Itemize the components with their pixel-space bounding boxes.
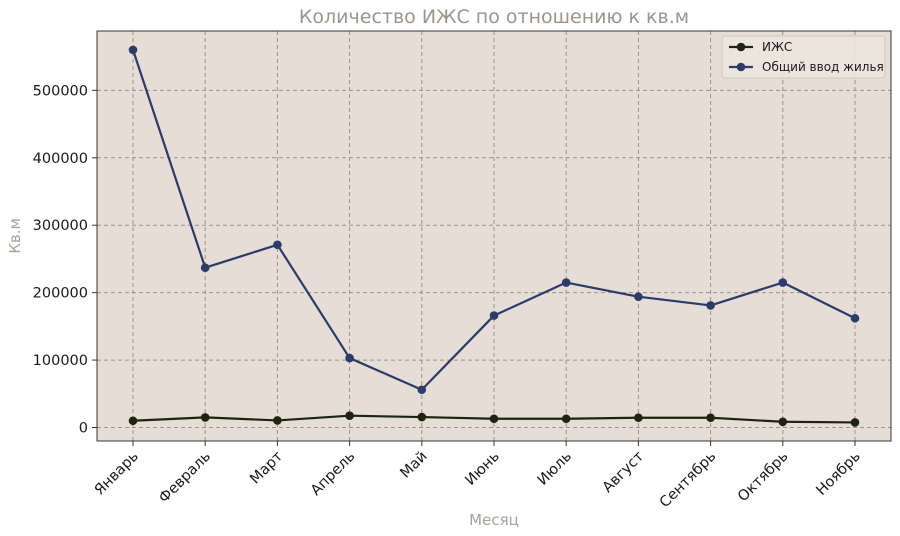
x-tick-label: Ноябрь xyxy=(813,449,863,499)
legend-label: Общий ввод жилья xyxy=(762,60,884,74)
data-point xyxy=(561,278,571,287)
data-point xyxy=(634,292,643,301)
data-point xyxy=(200,263,210,272)
y-tick-label: 500000 xyxy=(33,83,88,99)
y-tick-label: 100000 xyxy=(33,353,88,369)
chart-title: Количество ИЖС по отношению к кв.м xyxy=(299,6,689,28)
x-tick-label: Июль xyxy=(535,449,575,489)
x-tick-label: Июнь xyxy=(462,449,502,489)
y-tick-label: 300000 xyxy=(33,218,88,234)
data-point xyxy=(778,417,788,427)
x-tick-label: Апрель xyxy=(308,449,358,499)
data-point xyxy=(850,418,860,427)
legend-label: ИЖС xyxy=(762,40,792,54)
data-point xyxy=(128,416,138,426)
y-tick-label: 400000 xyxy=(33,151,88,167)
y-tick-label: 0 xyxy=(79,421,88,437)
y-axis: 0 100000 200000 300000 400000 500000 xyxy=(33,83,97,437)
y-axis-label: Кв.м xyxy=(6,218,24,254)
legend: ИЖС Общий ввод жилья xyxy=(721,35,886,79)
x-axis-label: Месяц xyxy=(469,511,519,529)
data-point xyxy=(778,278,788,287)
x-tick-label: Август xyxy=(600,448,648,496)
data-point xyxy=(850,313,860,323)
x-tick-label: Май xyxy=(398,449,431,482)
grid xyxy=(97,31,891,441)
x-axis: Январь Февраль Март Апрель Май Июнь Июль Август… xyxy=(92,441,864,511)
data-point xyxy=(489,414,499,424)
data-point xyxy=(128,45,138,55)
data-point xyxy=(489,311,499,320)
data-point xyxy=(345,353,354,363)
data-point xyxy=(561,414,571,424)
data-point xyxy=(273,240,282,250)
data-point xyxy=(417,412,427,422)
data-point xyxy=(706,301,715,310)
x-tick-label: Январь xyxy=(92,449,142,499)
series-layer xyxy=(128,45,860,427)
data-point xyxy=(200,413,210,422)
x-tick-label: Октябрь xyxy=(735,449,792,506)
y-tick-label: 200000 xyxy=(33,286,88,302)
x-tick-label: Сентябрь xyxy=(657,449,720,512)
series-0 xyxy=(128,411,860,427)
data-point xyxy=(417,385,427,395)
data-point xyxy=(345,411,354,421)
series-1 xyxy=(128,45,860,395)
data-point xyxy=(634,413,643,423)
x-tick-label: Март xyxy=(247,448,286,487)
data-point xyxy=(706,413,715,423)
legend-marker xyxy=(736,62,746,72)
legend-marker xyxy=(736,42,746,52)
data-point xyxy=(273,416,282,425)
legend-box xyxy=(721,35,886,79)
x-tick-label: Февраль xyxy=(156,449,214,507)
